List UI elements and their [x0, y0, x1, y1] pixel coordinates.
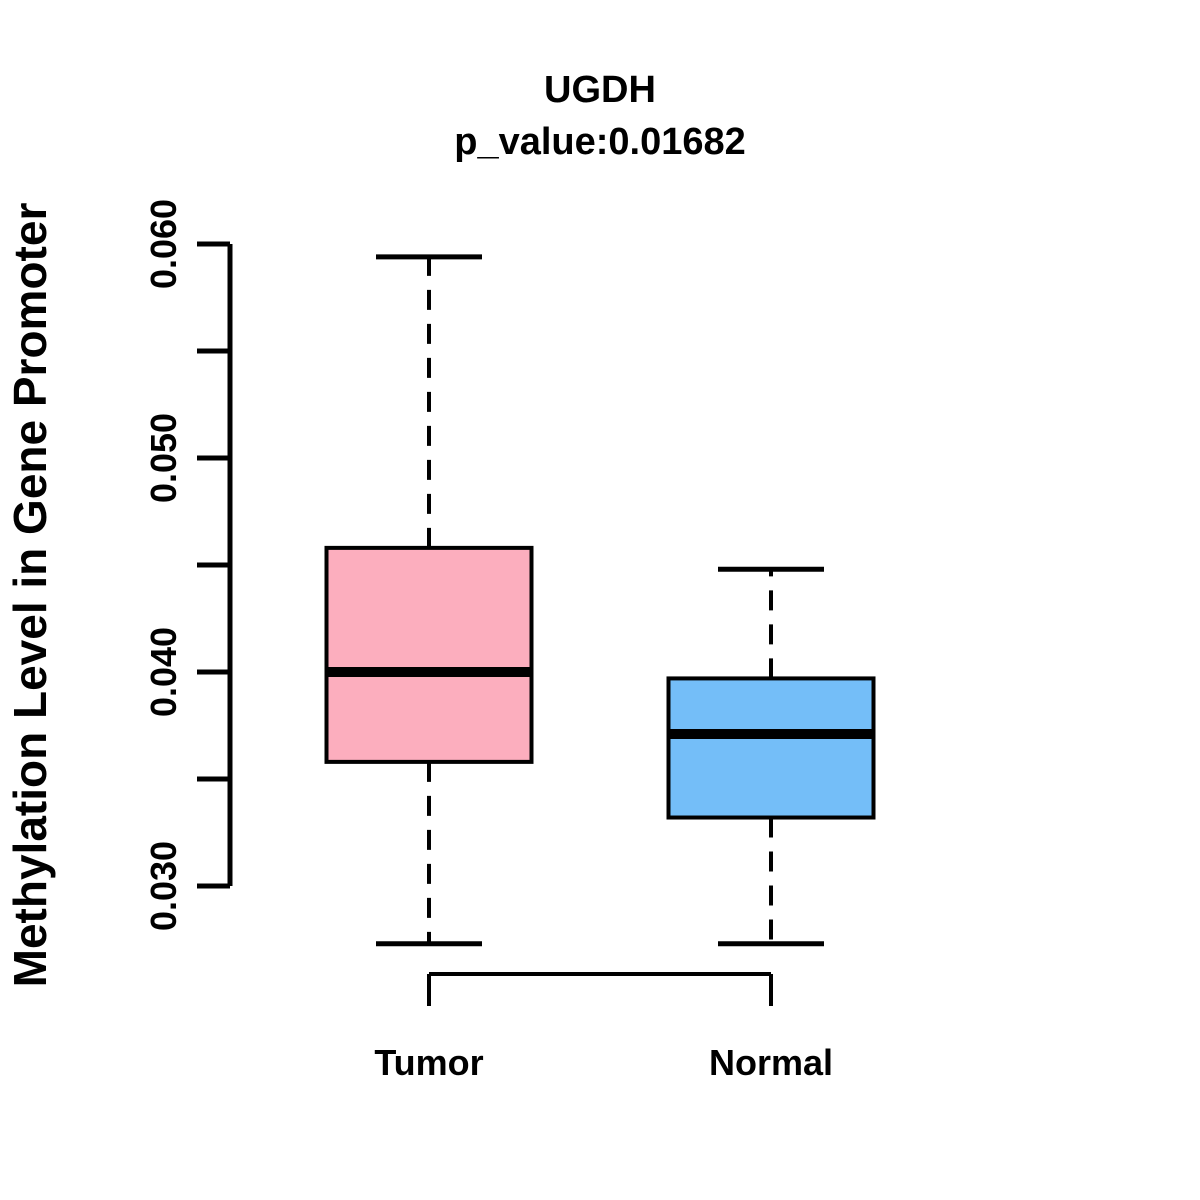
y-axis-label: Methylation Level in Gene Promoter [4, 203, 56, 988]
x-category-label-normal: Normal [709, 1042, 833, 1083]
plot-area: 0.030 0.040 0.050 0.060 Tumor Normal [143, 199, 876, 1083]
chart-title: UGDH [544, 69, 656, 111]
y-tick-label: 0.040 [143, 627, 184, 717]
chart-subtitle: p_value:0.01682 [454, 121, 746, 163]
y-tick-label: 0.050 [143, 413, 184, 503]
y-tick-label: 0.030 [143, 841, 184, 931]
box-tumor [324, 545, 534, 764]
box-normal [666, 676, 876, 820]
x-category-label-tumor: Tumor [374, 1042, 483, 1083]
y-tick-label: 0.060 [143, 199, 184, 289]
